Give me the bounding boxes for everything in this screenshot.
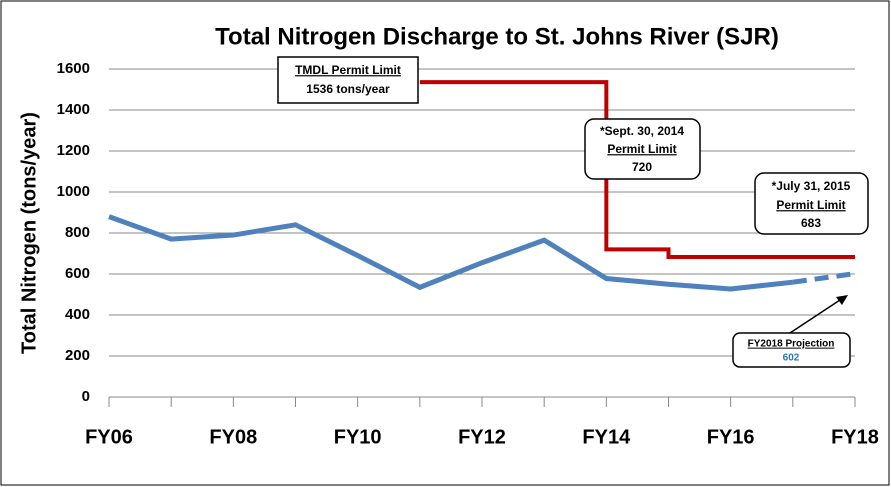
annotation-box [584, 118, 701, 180]
annotation-text: 1536 tons/year [306, 82, 390, 96]
annotation-text: *Sept. 30, 2014 [600, 124, 684, 138]
y-tick-label: 600 [65, 265, 90, 282]
x-tick-label: FY18 [831, 426, 879, 448]
y-tick-label: 400 [65, 306, 90, 323]
series-line [419, 80, 855, 259]
annotation-text: *July 31, 2015 [772, 179, 851, 193]
x-tick-label: FY06 [85, 426, 133, 448]
chart-title: Total Nitrogen Discharge to St. Johns Ri… [215, 23, 779, 50]
x-tick-label: FY14 [582, 426, 631, 448]
x-tick-label: FY10 [334, 426, 382, 448]
y-tick-label: 1000 [57, 183, 90, 200]
plot: 0 200 400 600 800 1000 1200 1400 1600 FY06 FY08 FY1… [57, 60, 879, 448]
annotation-box [277, 56, 419, 104]
annotations: TMDL Permit Limit 1536 tons/year *Sept. … [277, 56, 869, 368]
y-tick-label: 200 [65, 347, 90, 364]
y-tick-label: 0 [82, 388, 90, 405]
series-line [108, 214, 794, 292]
x-tick-label: FY08 [209, 426, 257, 448]
annotation-text: TMDL Permit Limit [295, 63, 401, 77]
y-tick-label: 1400 [57, 101, 90, 118]
y-tick-label: 1200 [57, 142, 90, 159]
annotation-box [732, 332, 851, 368]
annotation-text: 683 [801, 216, 821, 230]
y-tick-label: 1600 [57, 60, 90, 77]
x-tick-label: FY12 [458, 426, 506, 448]
annotation-text: FY2018 Projection [748, 339, 835, 350]
annotation-text: Permit Limit [776, 198, 845, 212]
arrow-head [836, 295, 848, 305]
y-tick-label: 800 [65, 224, 90, 241]
series-line [792, 271, 856, 285]
x-tick-label: FY16 [707, 426, 755, 448]
arrow [789, 297, 844, 334]
annotation-text: 720 [632, 160, 652, 174]
y-axis-title: Total Nitrogen (tons/year) [18, 112, 40, 354]
annotation-text: 602 [783, 353, 800, 364]
annotation-box [754, 172, 869, 235]
annotation-text: Permit Limit [607, 142, 676, 156]
